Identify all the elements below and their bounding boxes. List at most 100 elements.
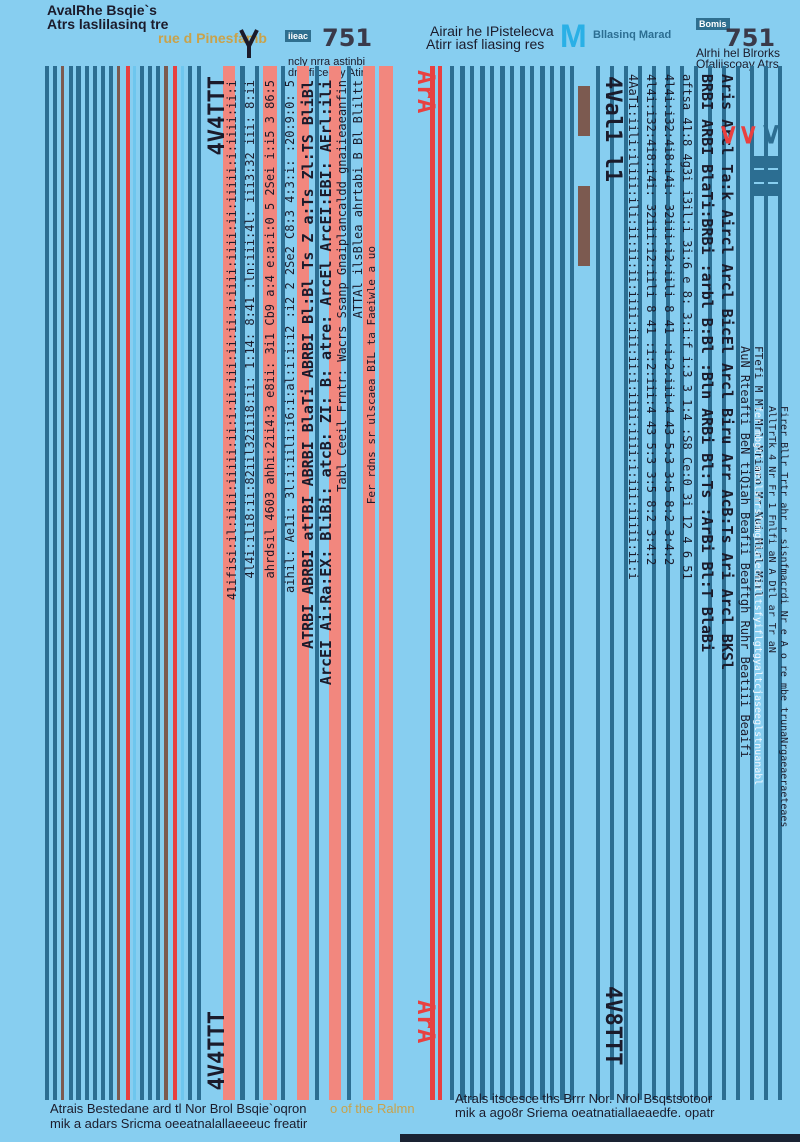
decal-text-column: ArcEI Ai:Ra:EX: BliBi: atcB: ZI: B: atre…	[317, 80, 335, 686]
bottom-dark-bar	[400, 1134, 800, 1142]
decal-text-column: 4l4i:i32:4i8:i4i: 32iii:i2:iili 8 41 :i:…	[644, 74, 658, 566]
stripe	[652, 66, 656, 1100]
sheet-subtitle-right: Atirr iasf liasing res	[426, 36, 545, 52]
stripe	[520, 66, 525, 1100]
decal-text-column: ahrdsil 4603 ahhi:2ii4:3 e8ii: 3i1 Cb9 a…	[263, 80, 277, 579]
stripe	[708, 66, 712, 1100]
sheet-title-right: Airair he IPistelecva	[430, 23, 554, 39]
stripe	[764, 66, 768, 1100]
stripe-salmon	[223, 66, 235, 1100]
decal-sheet-right: 4Val1 l1 4V8TTT 4AaTi:iili:iliii:ili:ii:…	[400, 66, 800, 1100]
stamp-badge: Bomis	[696, 18, 730, 30]
chevron-icon: ∨	[760, 117, 782, 150]
stripe	[480, 66, 485, 1100]
stripe-red	[430, 66, 435, 1100]
stripe	[750, 66, 754, 1100]
stripe	[315, 66, 319, 1100]
stripe	[117, 66, 120, 1100]
stripe	[666, 66, 670, 1100]
stripe-salmon	[329, 66, 341, 1100]
stripe	[638, 66, 642, 1100]
stripe	[680, 66, 684, 1100]
square-icon	[752, 170, 764, 182]
square-icon	[766, 170, 778, 182]
decal-text-column: ATTAl ilsBlea ahrtabi B Bl Bliltt	[351, 80, 365, 319]
stripe	[530, 66, 534, 1100]
decal-text-column: Firer Bllr Trtr ahr r sisnfmacrdi Nr e A…	[778, 406, 789, 828]
stripe	[156, 66, 160, 1100]
caption-right-2: Ofaliiscoay Atrs	[696, 57, 779, 71]
decal-text-column: Aris Arcl Ta:k Aircl Arcl BicEl Arcl Bir…	[718, 74, 736, 671]
stripe	[778, 66, 782, 1100]
decal-text-column: FTefi M Ml Mrl Mriaro Mr Nui Mirl Mirl	[752, 346, 765, 598]
square-icon	[766, 156, 778, 168]
stripe	[133, 66, 136, 1100]
decal-text-column: Tabl Ceeil Frntr: Wacrs Ssanp Gnaiplanca…	[335, 80, 349, 492]
stripe	[610, 66, 614, 1100]
decal-sheet-left: 4V4TTT 4V4TTT 41ifisi:il:iiii:iiiii:ii:i…	[45, 66, 395, 1100]
decal-text-column: 4AaTi:iili:iliii:ili:ii:ii:ii:iiii:iii:i…	[626, 74, 640, 580]
stripe	[490, 66, 494, 1100]
stripe	[596, 66, 600, 1100]
decal-text-column: aihil: Ae1i: 3l:i:iili:i6:i:al:i:i:i2 :i…	[283, 80, 297, 593]
stripe	[347, 66, 351, 1100]
stripe	[93, 66, 97, 1100]
stripe	[101, 66, 105, 1100]
stripe	[560, 66, 565, 1100]
stripe	[53, 66, 57, 1100]
stripe	[736, 66, 740, 1100]
decal-text-column: BRBI ARBI BlaTi:BRBi :arbl B:Bl :Bln ARB…	[698, 74, 716, 652]
stripe	[45, 66, 49, 1100]
sheet-number-right: 751	[725, 24, 776, 52]
stripe	[450, 66, 454, 1100]
header-left: AvalRhe Bsqie`s Atrs laslilasinq tre rue…	[0, 0, 400, 80]
stripe	[510, 66, 514, 1100]
stripe	[148, 66, 152, 1100]
square-icon	[752, 156, 764, 168]
stripe	[85, 66, 89, 1100]
header-right: Airair he IPistelecva Atirr iasf liasing…	[400, 0, 800, 71]
footer-right-line-1: Atrals itscesce ths Brrr Nor. Nrol Bsqst…	[455, 1091, 713, 1106]
stripe	[550, 66, 554, 1100]
decal-text-column: AuN Rteafti BeN tiQiah Beafii Beaftgh Ru…	[738, 346, 752, 758]
footer: Atrais Bestedane ard tl Nor Brol Bsqie`o…	[0, 1092, 800, 1142]
stripe	[570, 66, 574, 1100]
chevron-icon: ∨	[718, 118, 739, 149]
decal-text-column: 4l4i:ili8:ii:82iil32iii8:ii: 1:14: 8:41 …	[243, 80, 257, 579]
decal-text-column: 4l4i:i32:4i8:i4i: 32iii:i2:iili 8 41 :i:…	[662, 74, 676, 566]
stripe	[140, 66, 144, 1100]
footer-left-line-2: mik a adars Sricma oeeatnalallaeeeuc fre…	[50, 1116, 308, 1131]
stripe	[164, 66, 168, 1100]
stripe	[540, 66, 545, 1100]
stripe-red	[126, 66, 130, 1100]
sheet-subtitle-left: Atrs laslilasinq tre	[47, 16, 169, 32]
red-mark-top: ArA	[412, 70, 440, 114]
stripe	[69, 66, 73, 1100]
stripe-salmon	[297, 66, 309, 1100]
stripe	[205, 66, 219, 1100]
brand-m-logo: M	[560, 18, 587, 54]
stripe	[240, 66, 245, 1100]
stripe-salmon	[379, 66, 393, 1100]
red-mark-bottom: ArA	[412, 1000, 440, 1044]
square-icon	[752, 184, 764, 196]
stripe	[255, 66, 259, 1100]
stripe	[460, 66, 465, 1100]
stripe-red	[173, 66, 177, 1100]
decal-text-column: ATRBI ABRBI atTBI ABRBI BlaTi ABRBI Bl:B…	[299, 80, 317, 649]
decal-text-column: aftsa 41:8 4g3i i3il:i 3i:6 e 8: 3:i:f i…	[680, 74, 694, 580]
stripe	[61, 66, 64, 1100]
stripe-salmon	[263, 66, 277, 1100]
stripe-red	[438, 66, 442, 1100]
decal-text-column: Fer rdns sr ulscaea BIL ta Faeiwle a uo	[365, 246, 378, 505]
stripe-brown-tab	[578, 86, 590, 136]
decal-text-column: 41ifisi:il:iiii:iiiii:ii:i:ii:iii:ii:ii:…	[225, 80, 239, 601]
brand-faded: rue d Pinesfamb	[158, 30, 267, 46]
sheet-number-left: 751	[322, 24, 373, 52]
side-mark-bottom-left: 4V4TTT	[205, 1010, 230, 1090]
caption-left-1: ncly nrra astinbi	[288, 56, 366, 68]
stripe	[624, 66, 628, 1100]
footer-right-line-2: mik a ago8r Sriema oeatnatiallaeaedfe. o…	[455, 1105, 715, 1120]
stripe-salmon	[363, 66, 375, 1100]
stripe	[470, 66, 474, 1100]
